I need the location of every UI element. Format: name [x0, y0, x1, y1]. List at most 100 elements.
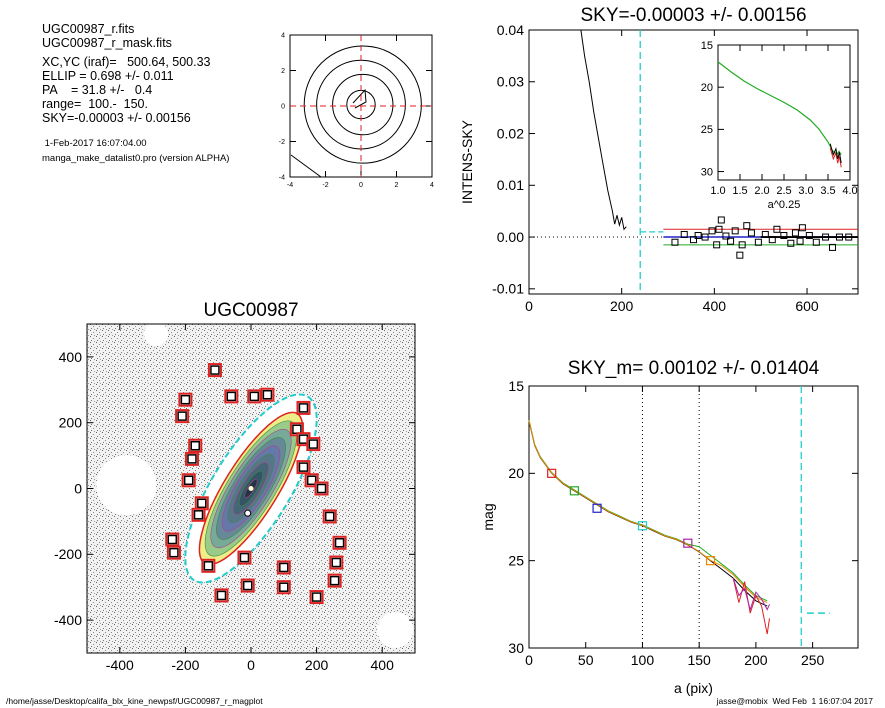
sky-panel-title: SKY=-0.00003 +/- 0.00156	[580, 5, 806, 26]
mask-box-inner	[169, 547, 179, 558]
sky-data-point	[845, 233, 853, 241]
mask-box-inner	[298, 462, 309, 472]
masked-star-top	[143, 321, 168, 346]
mag-profile-red-tail	[732, 577, 770, 635]
image-ytick-label: 200	[59, 415, 83, 431]
mag-ylabel: mag	[480, 503, 496, 530]
sky-data-point	[671, 238, 679, 246]
mask-box-inner	[279, 562, 289, 573]
inset-xtick-label: 2.5	[776, 185, 791, 197]
contour-core	[352, 88, 367, 109]
mask-box	[322, 509, 337, 524]
mask-box-inner	[331, 557, 342, 568]
sky-data-point	[796, 237, 804, 245]
mask-box	[191, 507, 206, 522]
image-xtick-label: -200	[171, 657, 199, 673]
contour-xtick-label: 0	[359, 182, 363, 189]
mag-profile-black	[528, 420, 768, 607]
mask-box-inner	[311, 592, 322, 602]
mask-box	[276, 560, 291, 575]
sky-data-point	[738, 241, 746, 249]
mask-box	[240, 578, 255, 593]
sky-data-point	[717, 216, 725, 224]
sky-ylabel: INTENS-SKY	[459, 119, 475, 204]
mag-xtick-label: 100	[631, 652, 655, 668]
position-angle: PA = 31.8 +/- 0.4	[42, 83, 153, 97]
mask-box-inner	[308, 439, 319, 449]
contour-xtick-label: -2	[322, 182, 328, 189]
mask-box-inner	[329, 575, 340, 586]
inset-ytick-label: 25	[701, 124, 713, 136]
mag-xtick-label: 150	[687, 652, 711, 668]
sky-data-point	[787, 239, 795, 247]
mask-box-inner	[197, 498, 207, 509]
mask-box-inner	[167, 534, 178, 545]
sky-data-point	[727, 237, 735, 245]
mask-box	[306, 437, 321, 452]
inset-ytick-label: 15	[701, 40, 713, 52]
sky-data-point	[736, 251, 744, 259]
contour-ring	[332, 73, 394, 136]
sky-data-point	[835, 233, 843, 241]
sky-ytick-label: 0.03	[497, 74, 524, 90]
contour-ytick-label: -4	[279, 174, 285, 181]
mag-marker	[569, 486, 579, 496]
inset-xtick-label: 2.0	[754, 185, 769, 197]
sky-data-point	[715, 225, 723, 233]
contour-xtick-label: -4	[287, 182, 293, 189]
mask-box-inner	[180, 394, 191, 405]
mask-box	[296, 400, 311, 415]
contour-ytick-label: 4	[281, 32, 285, 39]
mask-box-inner	[298, 403, 309, 413]
mag-ytick-label: 15	[508, 378, 524, 394]
inset-ytick-label: 20	[701, 82, 713, 94]
inset-ytick-label: 30	[701, 166, 713, 178]
sky-data-point	[701, 233, 709, 241]
mask-box	[276, 580, 291, 595]
mask-box	[247, 389, 262, 404]
sky-data-point	[722, 232, 730, 240]
image-xtick-label: 400	[371, 657, 395, 673]
mag-marker	[705, 556, 716, 566]
info-panel: UGC00987_r.fits UGC00987_r_mask.fits XC,…	[42, 22, 282, 165]
mask-box-inner	[262, 389, 273, 400]
intensity-profile	[580, 29, 627, 231]
image-ytick-label: 0	[74, 480, 82, 496]
mask-box	[181, 473, 196, 488]
sky-data-point	[747, 229, 755, 237]
mask-box	[178, 392, 193, 407]
image-ytick-label: -400	[54, 612, 82, 628]
mag-ytick-label: 25	[508, 553, 524, 569]
mask-box-inner	[210, 365, 220, 375]
mask-box-inner	[216, 590, 227, 601]
mask-box-inner	[239, 552, 250, 563]
mask-box-inner	[249, 391, 260, 402]
mag-xtick-label: 200	[744, 652, 768, 668]
sky-xtick-label: 200	[610, 298, 634, 314]
inset-xtick-label: 3.0	[798, 185, 813, 197]
fit-range: range= 100.- 150.	[42, 97, 148, 111]
mask-box	[165, 532, 180, 547]
contour-xtick-label: 2	[395, 182, 399, 189]
mag-xtick-label: 250	[801, 652, 825, 668]
sky-data-point	[690, 236, 697, 244]
inset-xtick-label: 4.0	[842, 185, 857, 197]
sky-plot-frame	[528, 29, 859, 295]
sky-data-point	[791, 229, 799, 237]
sky-data-point	[743, 222, 751, 230]
center-coords: XC,YC (iraf)= 500.64, 500.33	[42, 55, 211, 69]
mask-box	[214, 588, 229, 603]
image-ytick-label: 400	[59, 349, 83, 365]
contour-outer-segment	[290, 154, 322, 178]
galaxy-core	[248, 486, 254, 491]
mask-box	[260, 387, 275, 402]
mag-marker	[592, 503, 602, 513]
mask-box	[175, 409, 190, 424]
sky-ytick-label: 0.04	[497, 22, 524, 38]
contour-xtick-label: 4	[430, 182, 434, 189]
sky-data-point	[798, 224, 806, 232]
sky-data-point	[812, 238, 820, 246]
mask-box-inner	[226, 391, 237, 402]
mask-box-inner	[193, 510, 204, 520]
